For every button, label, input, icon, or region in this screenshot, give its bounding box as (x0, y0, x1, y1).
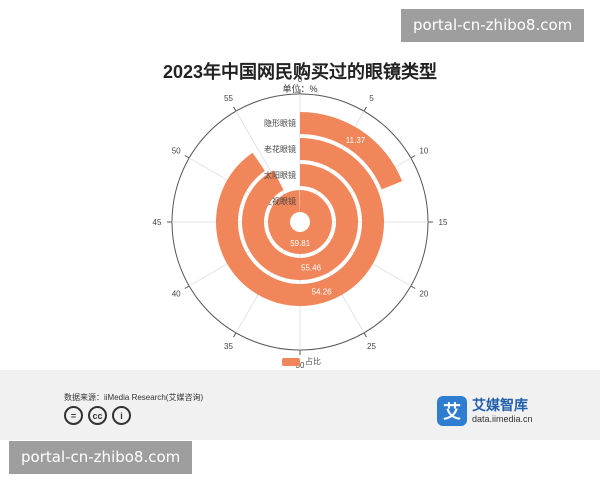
tick-label: 40 (172, 290, 181, 299)
logo-url: data.iimedia.cn (472, 414, 533, 424)
watermark-top: portal-cn-zhibo8.com (401, 9, 585, 42)
watermark-bottom: portal-cn-zhibo8.com (9, 441, 193, 474)
data-label: 54.26 (312, 288, 333, 297)
tick-label: 55 (224, 94, 233, 103)
footer-band (0, 370, 600, 440)
license-icons: = cc i (64, 406, 131, 425)
data-label: 59.81 (290, 239, 311, 248)
logo-mark-icon: 艾 (437, 396, 467, 426)
tick-label: 30 (296, 361, 305, 370)
tick-mark (410, 155, 416, 159)
category-label: 近视眼镜 (264, 196, 296, 206)
bar-近视眼镜 (267, 190, 332, 255)
bar-隐形眼镜 (300, 112, 403, 190)
tick-label: 20 (419, 290, 428, 299)
category-label: 太阳眼镜 (264, 170, 296, 180)
radial-bar-chart: 0 5 10 15 20 25 30 35 40 45 50 55 近视眼镜 59.81 太阳眼镜 55.46… (153, 75, 448, 370)
tick-mark (410, 285, 416, 289)
tick-label: 5 (369, 94, 374, 103)
data-source: 数据来源：iiMedia Research(艾媒咨询) (64, 393, 204, 402)
bar-太阳眼镜 (242, 164, 358, 280)
tick-mark (363, 106, 367, 112)
tick-label: 10 (419, 147, 428, 156)
legend-label: 占比 (305, 357, 321, 366)
category-label: 隐形眼镜 (264, 118, 296, 128)
tick-mark (233, 332, 237, 338)
cc-license-icon: cc (88, 406, 107, 425)
tick-mark (184, 285, 190, 289)
data-label: 55.46 (301, 264, 322, 273)
attribution-license-icon: i (112, 406, 131, 425)
tick-mark (363, 332, 367, 338)
logo-name: 艾媒智库 (472, 397, 528, 413)
tick-mark (233, 106, 237, 112)
tick-label: 25 (367, 342, 376, 351)
tick-label: 45 (153, 218, 162, 227)
chart-legend[interactable]: 占比 (282, 356, 321, 367)
tick-mark (184, 155, 190, 159)
iimedia-logo: 艾 艾媒智库 data.iimedia.cn (437, 396, 533, 426)
category-label: 老花眼镜 (264, 144, 296, 154)
chart-title: 2023年中国网民购买过的眼镜类型 (162, 62, 438, 82)
tick-label: 50 (172, 147, 181, 156)
tick-label: 35 (224, 342, 233, 351)
tick-label: 15 (439, 218, 448, 227)
tick-label: 0 (298, 75, 303, 84)
data-label: 11.37 (346, 136, 366, 145)
legend-swatch (282, 357, 300, 366)
nd-license-icon: = (64, 406, 83, 425)
